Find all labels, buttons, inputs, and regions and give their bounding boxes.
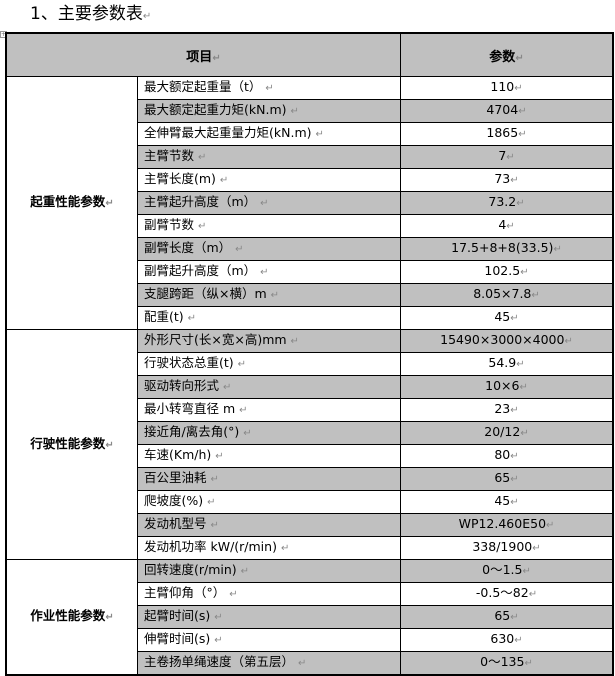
param-name: 外形尺寸(长×宽×高)mm ↵ <box>137 329 401 353</box>
table-row: 行驶状态总重(t) ↵ 54.9↵ <box>6 352 614 376</box>
param-value: 45↵ <box>400 490 614 514</box>
param-value: 110↵ <box>400 76 614 100</box>
param-value: 54.9↵ <box>400 352 614 376</box>
param-value: 45↵ <box>400 306 614 330</box>
param-name: 车速(Km/h) ↵ <box>137 444 401 468</box>
param-value: 23↵ <box>400 398 614 422</box>
param-value: 1865↵ <box>400 122 614 146</box>
param-value: 338/1900↵ <box>400 536 614 560</box>
table-row: 支腿跨距（纵×横）m ↵ 8.05×7.8↵ <box>6 283 614 307</box>
table-row: 起臂时间(s) ↵ 65↵ <box>6 605 614 629</box>
param-name: 最大额定起重力矩(kN.m) ↵ <box>137 99 401 123</box>
param-name: 最大额定起重量（t） ↵ <box>137 76 401 100</box>
table-row: 车速(Km/h) ↵ 80↵ <box>6 444 614 468</box>
table-row: 驱动转向形式 ↵ 10×6↵ <box>6 375 614 399</box>
param-value: 15490×3000×4000↵ <box>400 329 614 353</box>
table-row: 最小转弯直径 m ↵ 23↵ <box>6 398 614 422</box>
param-value: 20/12↵ <box>400 421 614 445</box>
table-row: 爬坡度(%) ↵ 45↵ <box>6 490 614 514</box>
param-name: 回转速度(r/min) ↵ <box>137 559 401 583</box>
param-name: 百公里油耗 ↵ <box>137 467 401 491</box>
param-name: 伸臂时间(s) ↵ <box>137 628 401 652</box>
param-name: 起臂时间(s) ↵ <box>137 605 401 629</box>
param-value: WP12.460E50↵ <box>400 513 614 537</box>
param-value: 4704↵ <box>400 99 614 123</box>
param-value: 0～1.5↵ <box>400 559 614 583</box>
param-value: 65↵ <box>400 467 614 491</box>
table-row: 作业性能参数↵ 回转速度(r/min) ↵ 0～1.5↵ <box>5 559 614 676</box>
group-label: 作业性能参数↵ <box>5 559 138 676</box>
param-value: 7↵ <box>400 145 614 169</box>
table-row: 主臂仰角（°） ↵ -0.5～82↵ <box>6 582 614 606</box>
header-item: 项目↵ <box>5 32 401 77</box>
param-name: 发动机型号 ↵ <box>137 513 401 537</box>
section-title: 1、主要参数表↵ <box>30 3 151 28</box>
param-value: 73.2↵ <box>400 191 614 215</box>
param-name: 副臂起升高度（m） ↵ <box>137 260 401 284</box>
group-label: 起重性能参数↵ <box>5 76 138 330</box>
parameter-table: 项目↵ 参数↵ 起重性能参数↵ 最大额定起重量（t） ↵ 110↵ 最大额定起重力矩(… <box>5 32 614 676</box>
param-value: 102.5↵ <box>400 260 614 284</box>
param-value: 0～135↵ <box>400 651 614 676</box>
param-value: 8.05×7.8↵ <box>400 283 614 307</box>
header-value: 参数↵ <box>400 32 614 77</box>
table-row: 最大额定起重力矩(kN.m) ↵ 4704↵ <box>6 99 614 123</box>
param-name: 最小转弯直径 m ↵ <box>137 398 401 422</box>
table-row: 配重(t) ↵ 45↵ <box>6 306 614 330</box>
table-row: 接近角/离去角(°) ↵ 20/12↵ <box>6 421 614 445</box>
table-row: 行驶性能参数↵ 外形尺寸(长×宽×高)mm ↵ 15490×3000×4000↵ <box>5 329 614 560</box>
param-name: 副臂长度（m） ↵ <box>137 237 401 261</box>
param-value: 10×6↵ <box>400 375 614 399</box>
section-title-text: 1、主要参数表 <box>30 4 143 24</box>
table-row: 全伸臂最大起重量力矩(kN.m) ↵ 1865↵ <box>6 122 614 146</box>
param-value: -0.5～82↵ <box>400 582 614 606</box>
param-value: 73↵ <box>400 168 614 192</box>
table-row: 发动机功率 kW/(r/min) ↵ 338/1900↵ <box>6 536 614 560</box>
param-value: 630↵ <box>400 628 614 652</box>
table-row: 发动机型号 ↵ WP12.460E50↵ <box>6 513 614 537</box>
param-value: 4↵ <box>400 214 614 238</box>
table-row: 起重性能参数↵ 最大额定起重量（t） ↵ 110↵ <box>5 76 614 330</box>
paragraph-mark-icon: ↵ <box>142 11 152 22</box>
param-name: 主卷扬单绳速度（第五层） ↵ <box>137 651 401 676</box>
param-name: 支腿跨距（纵×横）m ↵ <box>137 283 401 307</box>
param-name: 接近角/离去角(°) ↵ <box>137 421 401 445</box>
table-row: 主臂长度(m) ↵ 73↵ <box>6 168 614 192</box>
param-name: 主臂节数 ↵ <box>137 145 401 169</box>
param-name: 发动机功率 kW/(r/min) ↵ <box>137 536 401 560</box>
param-value: 80↵ <box>400 444 614 468</box>
param-value: 65↵ <box>400 605 614 629</box>
param-name: 主臂起升高度（m） ↵ <box>137 191 401 215</box>
param-name: 爬坡度(%) ↵ <box>137 490 401 514</box>
param-name: 行驶状态总重(t) ↵ <box>137 352 401 376</box>
param-name: 配重(t) ↵ <box>137 306 401 330</box>
param-name: 副臂节数 ↵ <box>137 214 401 238</box>
param-value: 17.5+8+8(33.5)↵ <box>400 237 614 261</box>
param-name: 全伸臂最大起重量力矩(kN.m) ↵ <box>137 122 401 146</box>
param-name: 主臂仰角（°） ↵ <box>137 582 401 606</box>
param-name: 驱动转向形式 ↵ <box>137 375 401 399</box>
table-header-row: 项目↵ 参数↵ <box>5 32 614 77</box>
group-label: 行驶性能参数↵ <box>5 329 138 560</box>
param-name: 主臂长度(m) ↵ <box>137 168 401 192</box>
